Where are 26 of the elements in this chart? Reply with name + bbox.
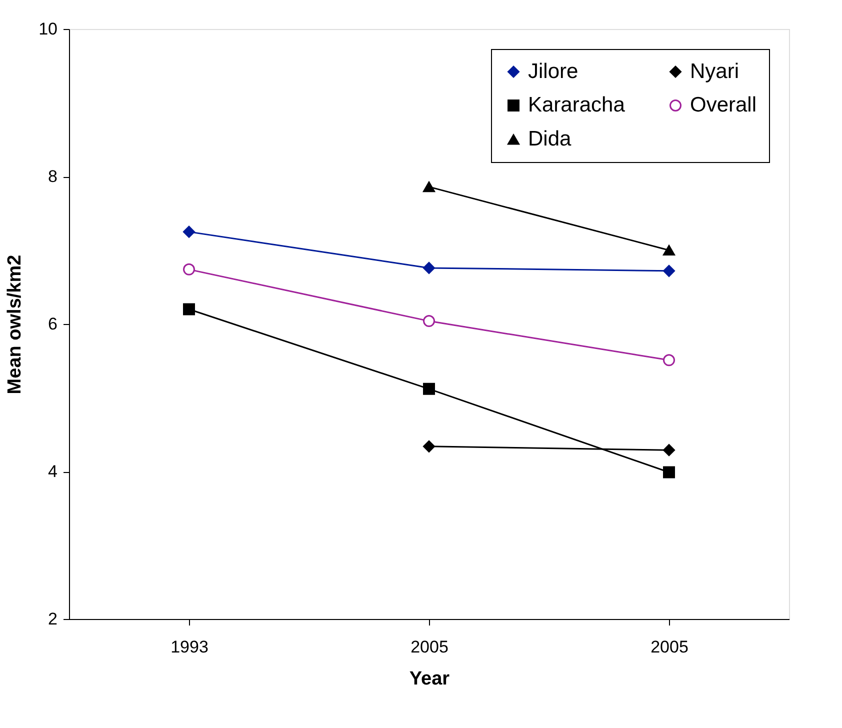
y-tick-label: 8: [48, 167, 58, 186]
point: [423, 262, 435, 274]
legend-label: Kararacha: [528, 94, 626, 116]
legend-label: Nyari: [690, 60, 740, 83]
x-axis-title: Year: [409, 668, 450, 690]
point: [183, 303, 195, 316]
y-tick-label: 4: [48, 462, 58, 481]
y-axis-title: Mean owls/km2: [4, 254, 26, 394]
point: [423, 440, 435, 452]
point: [183, 263, 195, 276]
y-tick-label: 10: [38, 20, 58, 38]
point: [663, 354, 675, 366]
point: [663, 444, 675, 456]
legend-label: Dida: [528, 128, 572, 150]
legend-label: Jilore: [528, 60, 578, 83]
x-tick-label: 2005: [410, 638, 448, 656]
point: [663, 466, 675, 478]
legend-label: Overall: [690, 94, 757, 116]
x-tick-label: 2005: [650, 638, 688, 656]
x-tick-label: 1993: [170, 638, 208, 656]
point: [183, 226, 195, 238]
point: [423, 315, 435, 328]
point: [423, 382, 435, 395]
point: [663, 264, 675, 277]
y-tick-label: 6: [48, 314, 58, 334]
y-tick-label: 2: [48, 610, 58, 628]
